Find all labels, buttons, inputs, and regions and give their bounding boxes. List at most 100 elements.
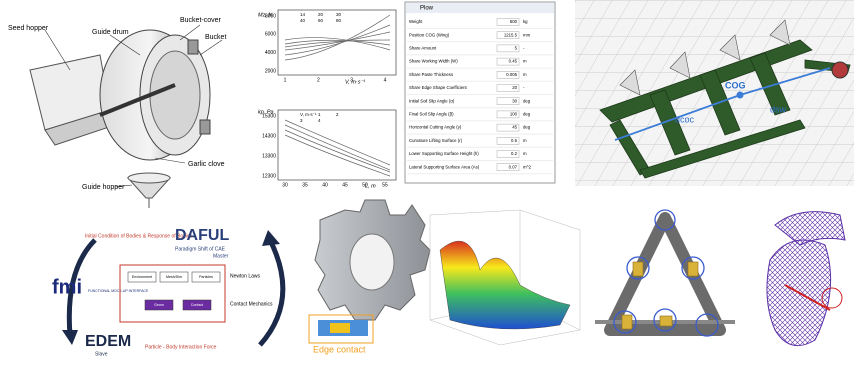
row-label: Initial Soil Slip Angle (α) [409, 98, 455, 103]
property-panel: Plow Weight 500 kg Position COG (Wing) 1215.… [405, 2, 555, 183]
collage: Seed hopper Guide drum Bucket-cover Buck… [0, 0, 854, 368]
row-value: 0.07 [509, 164, 518, 169]
x-tick-label: 4 [384, 77, 387, 83]
row-unit: m [523, 59, 527, 64]
y-tick-label: 4000 [265, 50, 276, 56]
row-unit: m [523, 151, 527, 156]
row-label: Weight [409, 19, 423, 24]
label: Bucket-cover [180, 17, 222, 24]
row-label: Share Paste Thickness [409, 72, 453, 77]
shape [150, 51, 200, 139]
label: dcoc [675, 114, 695, 124]
shape [660, 316, 672, 326]
y-tick-label: 8000 [265, 13, 276, 19]
row-value: 20 [512, 85, 517, 90]
row-unit: m^2 [523, 164, 532, 169]
mesh-model [767, 212, 845, 346]
box-label: Geom [154, 303, 164, 307]
row-value: 500 [510, 19, 518, 24]
box-label: Environment [132, 275, 152, 279]
row-value: 0.45 [509, 59, 518, 64]
cosim-diagram: Initial Condition of Bodies & Response o… [52, 227, 283, 357]
frame-model [595, 210, 735, 336]
shape [688, 262, 698, 276]
shape [62, 330, 78, 345]
x-tick-label: 45 [342, 182, 348, 188]
row-unit: kg [523, 19, 528, 24]
graphs: Mz, N V, m·s⁻¹ kp, Pa L, m 8000600040002… [258, 10, 396, 189]
label: Contact Mechanics [230, 301, 273, 307]
logo: fmi [52, 276, 82, 298]
row-value: 1215.5 [504, 32, 518, 37]
shape [262, 230, 280, 246]
row-unit: deg [523, 112, 531, 117]
row-unit: deg [523, 98, 531, 103]
row-unit: deg [523, 125, 531, 130]
box-label: Contact [191, 303, 203, 307]
shape [610, 218, 720, 330]
row-label: Share Edge Shape Coefficient [409, 85, 468, 90]
tagline: Paradigm Shift of CAE [175, 246, 226, 252]
shape [737, 92, 744, 99]
row-label: Position COG (Wing) [409, 32, 450, 37]
shape [278, 110, 396, 180]
role: Master [213, 253, 229, 259]
legend-entry: 60 [318, 18, 324, 23]
gear-contact: Edge contact [309, 200, 580, 354]
row-label: Curvature Lifting Surface (r) [409, 138, 463, 143]
row-unit: mm [523, 32, 531, 37]
y-tick-label: 13300 [262, 153, 276, 159]
shape [775, 212, 845, 245]
row-label: Lower Supporting Surface Height (h) [409, 151, 479, 156]
shape [832, 62, 848, 78]
legend-entry: 30 [336, 12, 342, 17]
shape [128, 173, 170, 183]
label: Newton Laws [230, 273, 261, 279]
shape [633, 262, 643, 276]
row-label: Share Working Width (W) [409, 59, 458, 64]
shape [155, 158, 185, 163]
axis-label: V, m·s⁻¹ [345, 79, 365, 85]
role: Slave [95, 351, 108, 357]
label: COG [725, 80, 746, 90]
row-value: 0.5 [511, 138, 518, 143]
logo: DAFUL [175, 227, 229, 244]
x-tick-label: 2 [317, 77, 320, 83]
row-value: 45 [512, 125, 517, 130]
legend-entry: 80 [336, 18, 342, 23]
tagline: FUNCTIONAL MOCK-UP INTERFACE [88, 289, 149, 293]
page: Agricultural machinery simulation collag… [0, 0, 854, 368]
shape [330, 323, 350, 333]
x-tick-label: 50 [362, 182, 368, 188]
label: Seed hopper [8, 25, 49, 32]
row-unit: m [523, 138, 527, 143]
y-tick-label: 12300 [262, 173, 276, 179]
panel-title: Plow [420, 6, 434, 12]
x-tick-label: 30 [282, 182, 288, 188]
body: { "seeder": {"labels": ["Seed hopper", "… [0, 0, 854, 368]
label: Bucket [205, 34, 226, 41]
shape [200, 40, 222, 55]
row-value: 0.2 [511, 151, 518, 156]
x-tick-label: 35 [302, 182, 308, 188]
legend-entry: 40 [300, 18, 306, 23]
plough-model: COG dcoc dsw [575, 0, 854, 186]
shape [440, 241, 570, 329]
legend-entry: 20 [318, 12, 324, 17]
row-label: Final Soil Slip Angle (β) [409, 112, 454, 117]
y-tick-label: 14300 [262, 133, 276, 139]
label: dsw [770, 104, 787, 114]
shape [350, 234, 394, 290]
row-label: Lateral Supporting Surface Area (As) [409, 164, 480, 169]
x-tick-label: 1 [284, 77, 287, 83]
x-tick-label: 3 [350, 77, 353, 83]
row-label: Share Amount [409, 46, 437, 51]
box-label: Particles [199, 275, 213, 279]
note: Particle - Body Interaction Force [145, 344, 217, 350]
seeder-drawing: Seed hopper Guide drum Bucket-cover Buck… [8, 17, 226, 208]
shape [260, 240, 283, 345]
legend-entry: 14 [300, 12, 306, 17]
y-tick-label: 6000 [265, 32, 276, 38]
x-tick-label: 40 [322, 182, 328, 188]
label: Garlic clove [188, 161, 225, 168]
